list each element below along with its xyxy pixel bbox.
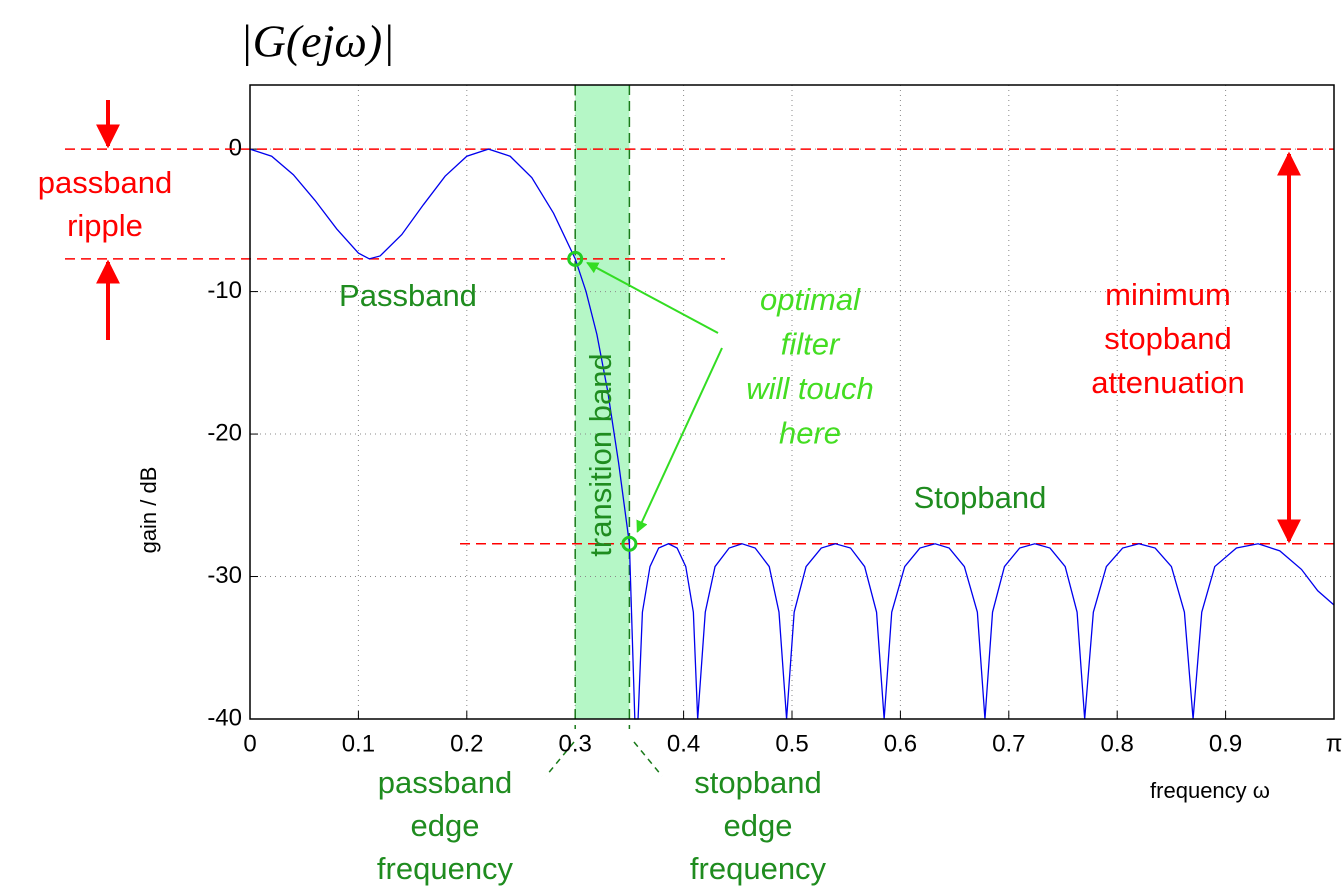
x-axis-label: frequency ω: [1150, 778, 1270, 803]
annotation: frequency: [690, 851, 827, 886]
x-tick-label: 0.8: [1101, 730, 1134, 757]
y-tick-label: -10: [207, 277, 242, 304]
y-tick-label: 0: [229, 134, 242, 161]
annotation: minimum: [1105, 277, 1231, 312]
arrow: [636, 347, 723, 533]
plot-frame: [249, 84, 1335, 720]
touch-point: [621, 535, 638, 552]
annotation: frequency: [377, 851, 514, 886]
annotation: passband: [378, 765, 512, 800]
touch-point: [567, 250, 584, 267]
annotation: stopband: [1104, 321, 1232, 356]
y-tick-label: -20: [207, 419, 242, 446]
transition-band: [575, 85, 630, 719]
y-tick-label: -40: [207, 704, 242, 731]
leader-line: [545, 741, 575, 777]
annotation: Passband: [339, 278, 477, 313]
y-axis-label: gain / dB: [136, 467, 161, 554]
x-tick-label: 0: [243, 730, 256, 757]
x-tick-label: 0.5: [775, 730, 808, 757]
annotation: attenuation: [1091, 365, 1244, 400]
chart-title: |G(ejω)|: [240, 16, 395, 67]
response-line: [249, 148, 1335, 720]
annotation: stopband: [694, 765, 822, 800]
y-tick-label: -30: [207, 562, 242, 589]
annotation: here: [779, 416, 841, 451]
annotation: passband: [38, 165, 172, 200]
x-tick-label: 0.6: [884, 730, 917, 757]
annotation: filter: [781, 327, 841, 362]
annotation: ripple: [67, 208, 143, 243]
x-tick-label: 0.3: [559, 730, 592, 757]
arrow: [586, 261, 719, 334]
x-tick-label: 0.2: [450, 730, 483, 757]
annotation: edge: [411, 808, 480, 843]
x-tick-label: 0.9: [1209, 730, 1242, 757]
x-tick-label: π: [1326, 730, 1343, 757]
x-tick-label: 0.4: [667, 730, 700, 757]
x-tick-label: 0.7: [992, 730, 1025, 757]
leader-line: [633, 741, 663, 777]
annotation: transition band: [583, 353, 618, 556]
annotation: optimal: [760, 282, 861, 317]
annotation: will touch: [746, 371, 874, 406]
annotation: Stopband: [914, 480, 1047, 515]
annotation: edge: [724, 808, 793, 843]
x-tick-label: 0.1: [342, 730, 375, 757]
